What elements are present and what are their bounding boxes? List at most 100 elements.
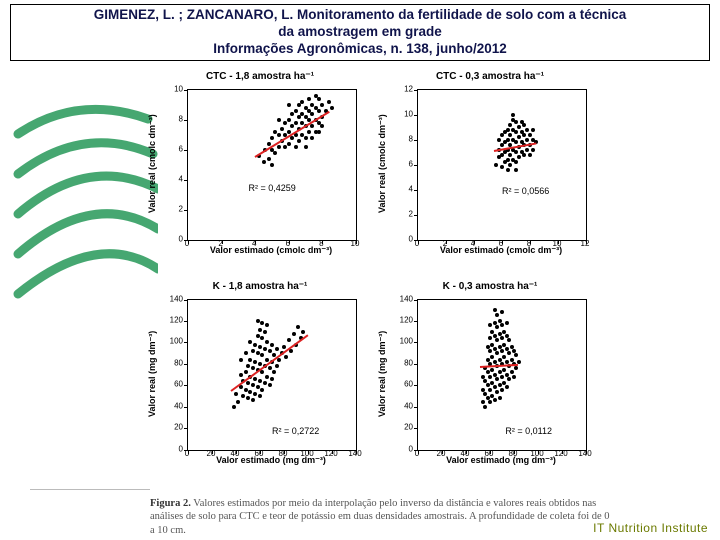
x-tick-label: 60 [255, 449, 264, 458]
data-point [528, 153, 532, 157]
citation-line3: Informações Agronômicas, n. 138, junho/2… [213, 41, 507, 56]
data-point [282, 345, 286, 349]
y-tick-label: 6 [179, 144, 183, 153]
data-point [500, 388, 504, 392]
y-tick-label: 120 [170, 316, 183, 325]
x-tick-label: 2 [443, 239, 447, 248]
data-point [497, 138, 501, 142]
y-tick-label: 40 [404, 401, 413, 410]
figure-caption-label: Figura 2. [150, 498, 191, 509]
data-point [310, 124, 314, 128]
y-ticks: 020406080100120140 [167, 299, 185, 449]
data-point [525, 128, 529, 132]
y-tick-label: 0 [179, 444, 183, 453]
x-tick-label: 60 [485, 449, 494, 458]
data-point [262, 160, 266, 164]
citation-header: GIMENEZ, L. ; ZANCANARO, L. Monitorament… [10, 4, 710, 61]
data-point [270, 136, 274, 140]
data-point [263, 381, 267, 385]
y-tick-label: 4 [179, 174, 183, 183]
data-point [287, 103, 291, 107]
divider [30, 489, 150, 490]
data-point [244, 351, 248, 355]
y-ticks: 024681012 [397, 89, 415, 239]
y-ticks: 0246810 [167, 89, 185, 239]
data-point [320, 124, 324, 128]
stage: CTC - 1,8 amostra ha⁻¹Valor real (cmolc … [0, 69, 720, 540]
data-point [514, 366, 518, 370]
panel-title: CTC - 0,3 amostra ha⁻¹ [375, 71, 605, 82]
data-point [267, 157, 271, 161]
panel-title: CTC - 1,8 amostra ha⁻¹ [145, 71, 375, 82]
data-point [495, 338, 499, 342]
data-point [260, 388, 264, 392]
x-ticks: 020406080100120140 [417, 449, 585, 459]
data-point [294, 121, 298, 125]
data-point [488, 400, 492, 404]
data-point [528, 133, 532, 137]
y-tick-label: 120 [400, 316, 413, 325]
x-tick-label: 120 [324, 449, 337, 458]
data-point [514, 168, 518, 172]
data-point [317, 130, 321, 134]
data-point [280, 127, 284, 131]
data-point [268, 349, 272, 353]
x-tick-label: 6 [499, 239, 503, 248]
data-point [287, 142, 291, 146]
y-tick-label: 12 [404, 84, 413, 93]
data-point [314, 94, 318, 98]
y-axis-label: Valor real (mg dm⁻³) [147, 299, 161, 449]
data-point [500, 133, 504, 137]
x-tick-label: 100 [300, 449, 313, 458]
plot-area: R² = 0,0566 [417, 89, 587, 241]
data-point [495, 351, 499, 355]
data-point [304, 136, 308, 140]
data-point [508, 163, 512, 167]
figure-caption-text: Valores estimados por meio da interpolaç… [150, 498, 610, 536]
x-tick-label: 20 [207, 449, 216, 458]
data-point [265, 340, 269, 344]
data-point [270, 377, 274, 381]
data-point [265, 375, 269, 379]
data-point [246, 364, 250, 368]
data-point [495, 325, 499, 329]
x-tick-label: 10 [553, 239, 562, 248]
data-point [244, 370, 248, 374]
y-tick-label: 0 [409, 444, 413, 453]
data-point [508, 133, 512, 137]
data-point [246, 381, 250, 385]
y-tick-label: 4 [409, 184, 413, 193]
data-point [268, 383, 272, 387]
data-point [258, 394, 262, 398]
citation-line1: GIMENEZ, L. ; ZANCANARO, L. Monitorament… [94, 7, 627, 22]
data-point [294, 145, 298, 149]
data-point [310, 136, 314, 140]
data-point [236, 400, 240, 404]
x-tick-label: 8 [527, 239, 531, 248]
data-point [256, 351, 260, 355]
data-point [260, 370, 264, 374]
data-point [256, 334, 260, 338]
x-tick-label: 100 [530, 449, 543, 458]
data-point [263, 330, 267, 334]
x-tick-label: 140 [578, 449, 591, 458]
plot-area: R² = 0,4259 [187, 89, 357, 241]
data-point [488, 336, 492, 340]
data-point [253, 392, 257, 396]
data-point [517, 125, 521, 129]
data-point [508, 123, 512, 127]
data-point [251, 383, 255, 387]
panel-title: K - 0,3 amostra ha⁻¹ [375, 281, 605, 292]
data-point [287, 338, 291, 342]
x-ticks: 020406080100120140 [187, 449, 355, 459]
x-tick-label: 40 [461, 449, 470, 458]
data-point [505, 321, 509, 325]
data-point [507, 351, 511, 355]
data-point [517, 155, 521, 159]
data-point [304, 145, 308, 149]
data-point [258, 328, 262, 332]
r-squared-label: R² = 0,4259 [248, 183, 295, 193]
data-point [500, 310, 504, 314]
citation-line2: da amostragem em grade [278, 24, 442, 39]
data-point [248, 358, 252, 362]
